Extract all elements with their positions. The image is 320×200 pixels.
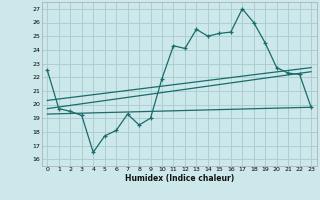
X-axis label: Humidex (Indice chaleur): Humidex (Indice chaleur): [124, 174, 234, 183]
